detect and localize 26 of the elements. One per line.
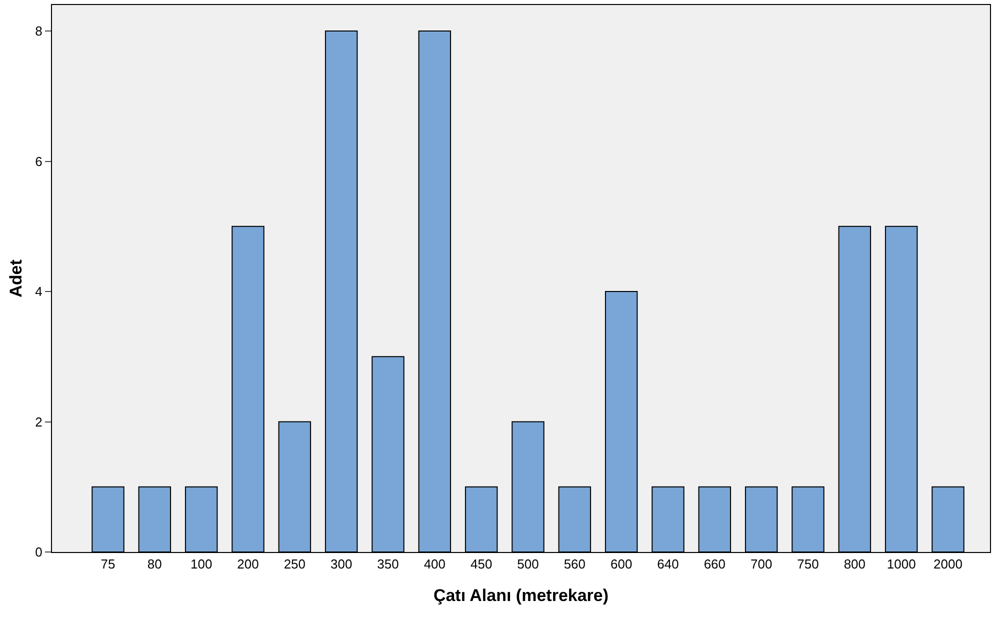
- x-tick-label: 660: [704, 556, 726, 572]
- x-tick-label: 2000: [934, 556, 962, 572]
- x-tick-label: 80: [147, 556, 162, 572]
- x-tick-label: 500: [517, 556, 539, 572]
- y-tick-label: 0: [35, 544, 42, 560]
- x-tick-label: 250: [284, 556, 306, 572]
- x-tick-label: 1000: [886, 556, 916, 572]
- x-tick-label: 400: [424, 556, 446, 572]
- x-tick-label: 750: [797, 556, 819, 572]
- x-axis-title: Çatı Alanı (metrekare): [433, 586, 609, 605]
- y-tick-label: 2: [35, 414, 42, 430]
- y-tick-label: 8: [35, 24, 42, 39]
- y-axis-title: Adet: [6, 259, 26, 298]
- x-tick-label: 700: [750, 556, 772, 572]
- x-tick-label: 200: [237, 556, 259, 572]
- x-tick-label: 450: [470, 556, 492, 572]
- y-tick-label: 4: [35, 284, 42, 300]
- x-tick-label: 600: [610, 556, 632, 572]
- x-tick-label: 640: [657, 556, 679, 572]
- y-tick-label: 6: [35, 154, 42, 169]
- x-tick-label: 560: [564, 556, 586, 572]
- x-tick-label: 75: [100, 556, 116, 572]
- x-tick-label: 350: [377, 556, 399, 572]
- x-tick-label: 300: [330, 556, 352, 572]
- x-tick-label: 800: [844, 556, 866, 572]
- x-tick-label: 100: [190, 556, 212, 572]
